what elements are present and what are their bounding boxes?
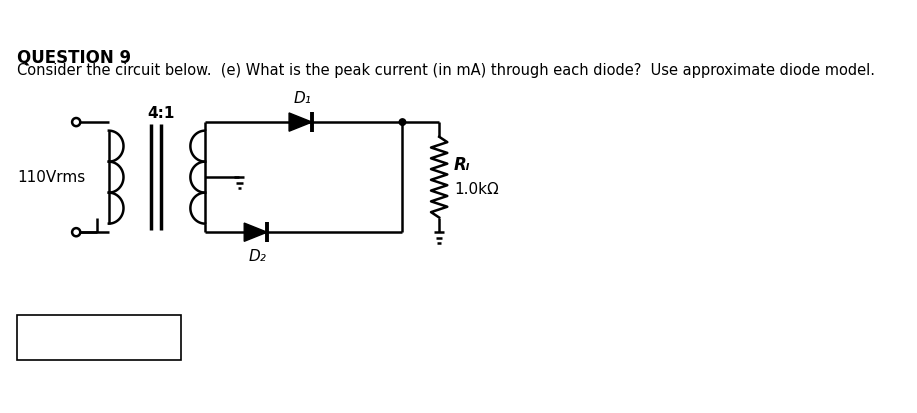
Text: Rₗ: Rₗ [454,156,470,174]
Text: D₁: D₁ [293,91,311,106]
Polygon shape [289,113,312,131]
Text: 4:1: 4:1 [148,106,175,121]
Text: QUESTION 9: QUESTION 9 [17,49,131,66]
Text: 110Vrms: 110Vrms [17,170,85,185]
Text: 1.0kΩ: 1.0kΩ [454,182,499,197]
Circle shape [399,119,405,125]
Text: Consider the circuit below.  (e) What is the peak current (in mA) through each d: Consider the circuit below. (e) What is … [17,62,876,78]
Polygon shape [244,223,267,241]
Text: D₂: D₂ [249,249,266,263]
FancyBboxPatch shape [17,316,181,360]
